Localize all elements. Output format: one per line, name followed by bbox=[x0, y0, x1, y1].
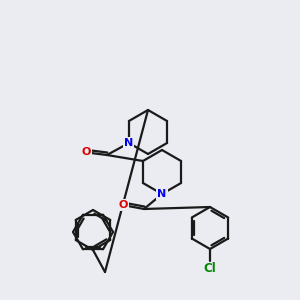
Text: Cl: Cl bbox=[204, 262, 216, 275]
Text: O: O bbox=[118, 200, 128, 210]
Text: N: N bbox=[158, 189, 166, 199]
Text: N: N bbox=[124, 138, 134, 148]
Text: O: O bbox=[81, 147, 91, 157]
